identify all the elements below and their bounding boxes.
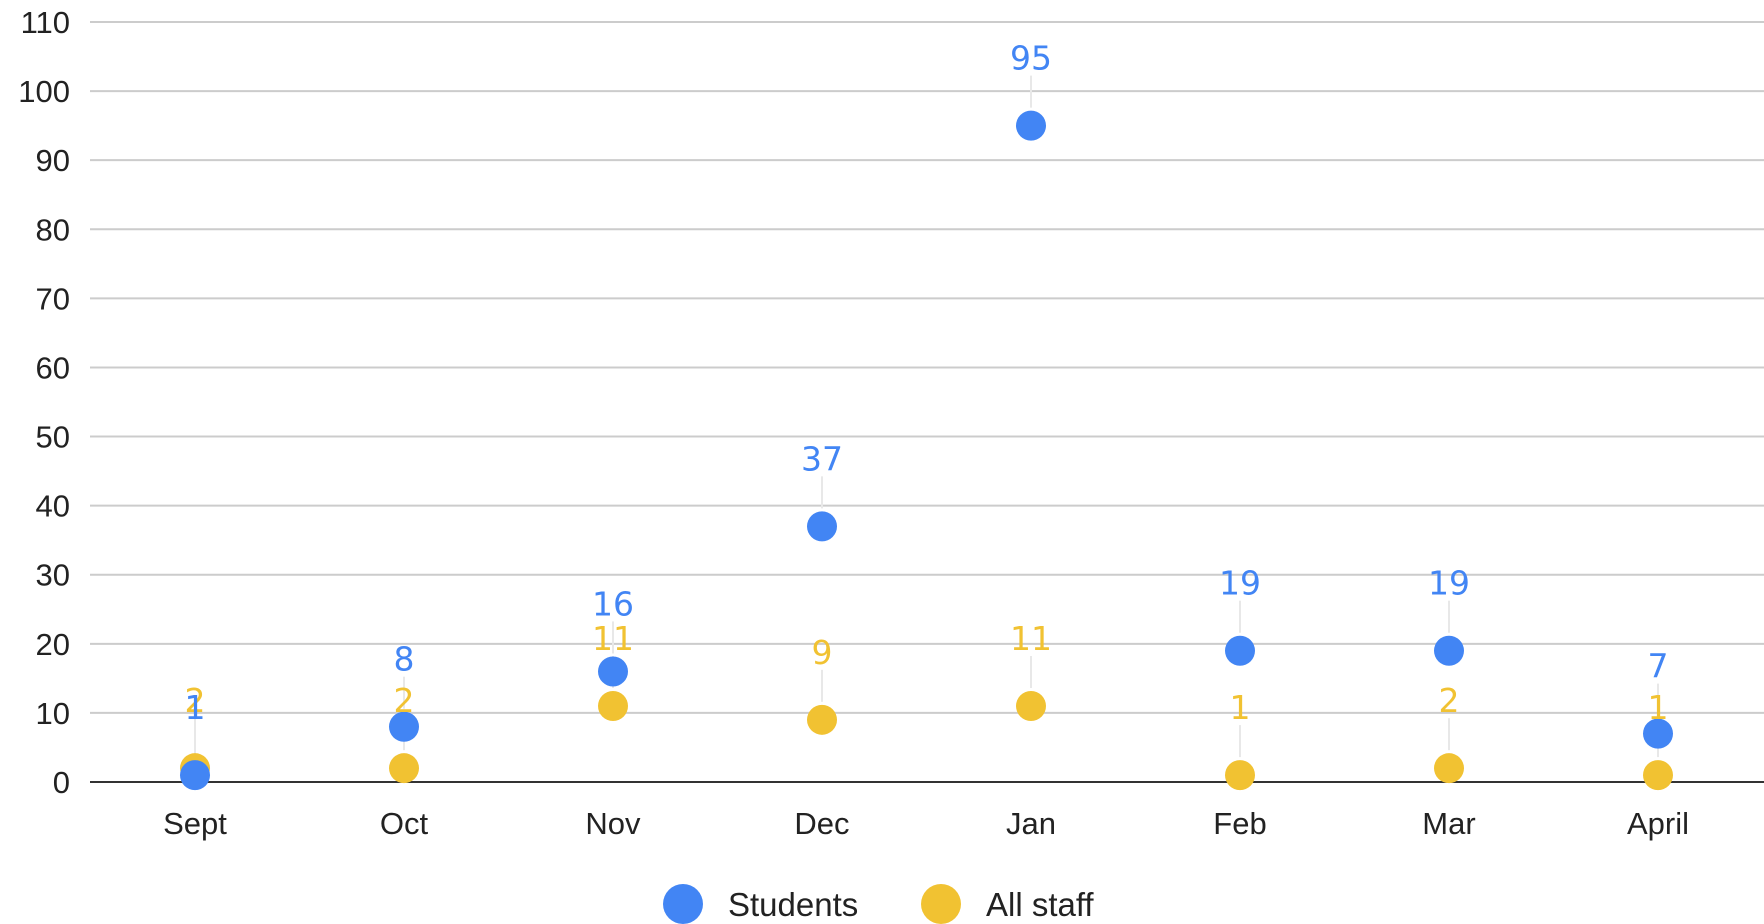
data-label-all-staff: 11 [1010, 619, 1052, 658]
data-point-students [180, 760, 210, 791]
x-tick-label: April [1627, 806, 1689, 841]
y-tick-label: 0 [53, 765, 70, 800]
y-tick-label: 70 [36, 281, 70, 316]
data-label-students: 8 [394, 640, 415, 679]
legend-label-students: Students [728, 886, 858, 923]
data-label-students: 7 [1648, 647, 1669, 686]
legend-marker-students [663, 884, 703, 924]
data-label-students: 16 [592, 584, 634, 623]
data-label-all-staff: 9 [812, 633, 833, 672]
data-label-all-staff: 1 [1648, 688, 1669, 727]
data-label-students: 1 [185, 688, 206, 727]
x-axis: Sept Oct Nov Dec Jan Feb Mar April [163, 806, 1689, 841]
data-label-students: 95 [1010, 39, 1052, 78]
y-tick-label: 10 [36, 696, 70, 731]
x-tick-label: Oct [380, 806, 429, 841]
y-tick-label: 110 [21, 5, 70, 40]
data-point-students [1434, 635, 1464, 666]
data-label-all-staff: 2 [1439, 681, 1460, 720]
y-tick-label: 30 [36, 558, 70, 593]
data-label-all-staff: 11 [592, 619, 634, 658]
y-tick-label: 90 [36, 143, 70, 178]
data-point-all-staff [1225, 760, 1255, 791]
legend-label-all-staff: All staff [986, 886, 1094, 923]
y-tick-label: 100 [18, 74, 70, 109]
x-tick-label: Sept [163, 806, 227, 841]
x-tick-label: Mar [1422, 806, 1475, 841]
x-tick-label: Feb [1213, 806, 1266, 841]
data-label-students: 19 [1219, 564, 1261, 603]
data-label-students: 19 [1428, 564, 1470, 603]
data-label-students: 37 [801, 439, 843, 478]
x-tick-label: Jan [1006, 806, 1056, 841]
data-point-students [1225, 635, 1255, 666]
data-point-all-staff [598, 691, 628, 721]
y-tick-label: 80 [36, 212, 70, 247]
y-tick-label: 50 [36, 420, 70, 455]
data-point-students [389, 711, 419, 742]
data-point-all-staff [389, 753, 419, 784]
data-point-all-staff [1643, 760, 1673, 791]
data-point-students [807, 511, 837, 542]
x-tick-label: Dec [794, 806, 849, 841]
y-tick-label: 20 [36, 627, 70, 662]
gridlines [90, 21, 1764, 714]
y-tick-label: 60 [36, 350, 70, 385]
data-points [180, 110, 1673, 791]
x-tick-label: Nov [585, 806, 641, 841]
data-label-all-staff: 1 [1230, 688, 1251, 727]
data-point-all-staff [1016, 691, 1046, 721]
data-point-students [1643, 718, 1673, 749]
data-point-all-staff [807, 704, 837, 735]
y-tick-label: 40 [36, 489, 70, 524]
legend-marker-all-staff [921, 884, 961, 924]
data-point-students [598, 656, 628, 687]
y-axis: 0 10 20 30 40 50 60 70 80 90 100 110 [18, 5, 70, 800]
data-label-all-staff: 2 [185, 681, 206, 720]
data-point-students [1016, 110, 1046, 141]
data-label-all-staff: 2 [394, 681, 415, 720]
legend: Students All staff [663, 884, 1094, 924]
data-point-all-staff [1434, 753, 1464, 784]
